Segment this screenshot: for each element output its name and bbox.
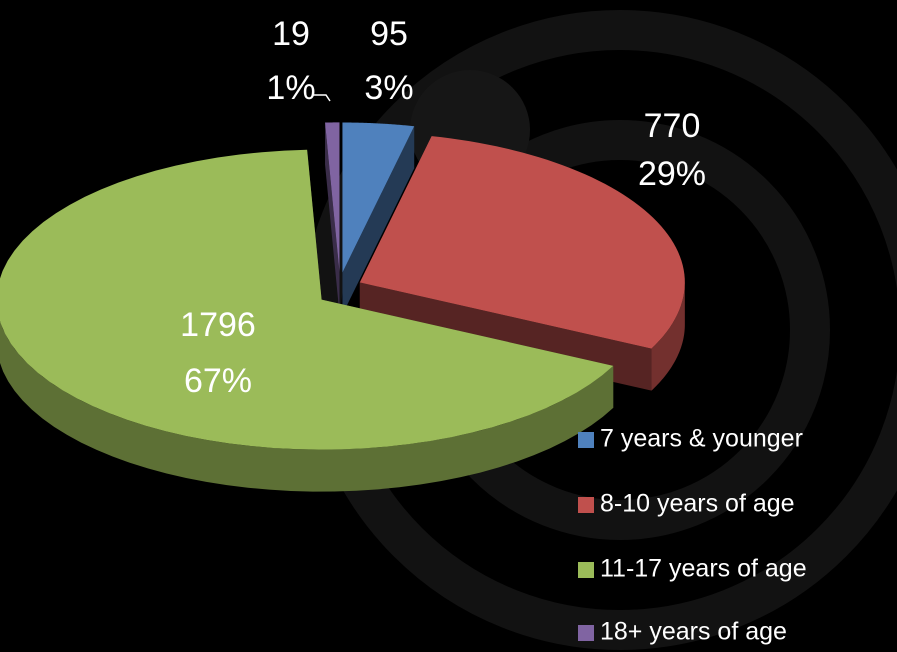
data-label-value: 95: [370, 15, 408, 53]
data-label-value: 1796: [180, 306, 256, 344]
legend-label: 8-10 years of age: [600, 490, 795, 518]
data-label-percent: 29%: [638, 155, 706, 193]
legend-swatch: [578, 625, 594, 641]
legend-label: 18+ years of age: [600, 618, 787, 646]
data-label-value: 770: [644, 107, 701, 145]
legend-label: 11-17 years of age: [600, 555, 807, 583]
data-label-value: 19: [272, 15, 310, 53]
chart: 95 3% 770 29% 1796 67% 19 1% 7 years & younger 8…: [0, 0, 897, 652]
legend-swatch: [578, 432, 594, 448]
legend-swatch: [578, 497, 594, 513]
data-label-percent: 1%: [266, 69, 315, 107]
data-label-percent: 3%: [364, 69, 413, 107]
data-label-percent: 67%: [184, 362, 252, 400]
legend-swatch: [578, 562, 594, 578]
legend-label: 7 years & younger: [600, 425, 803, 453]
